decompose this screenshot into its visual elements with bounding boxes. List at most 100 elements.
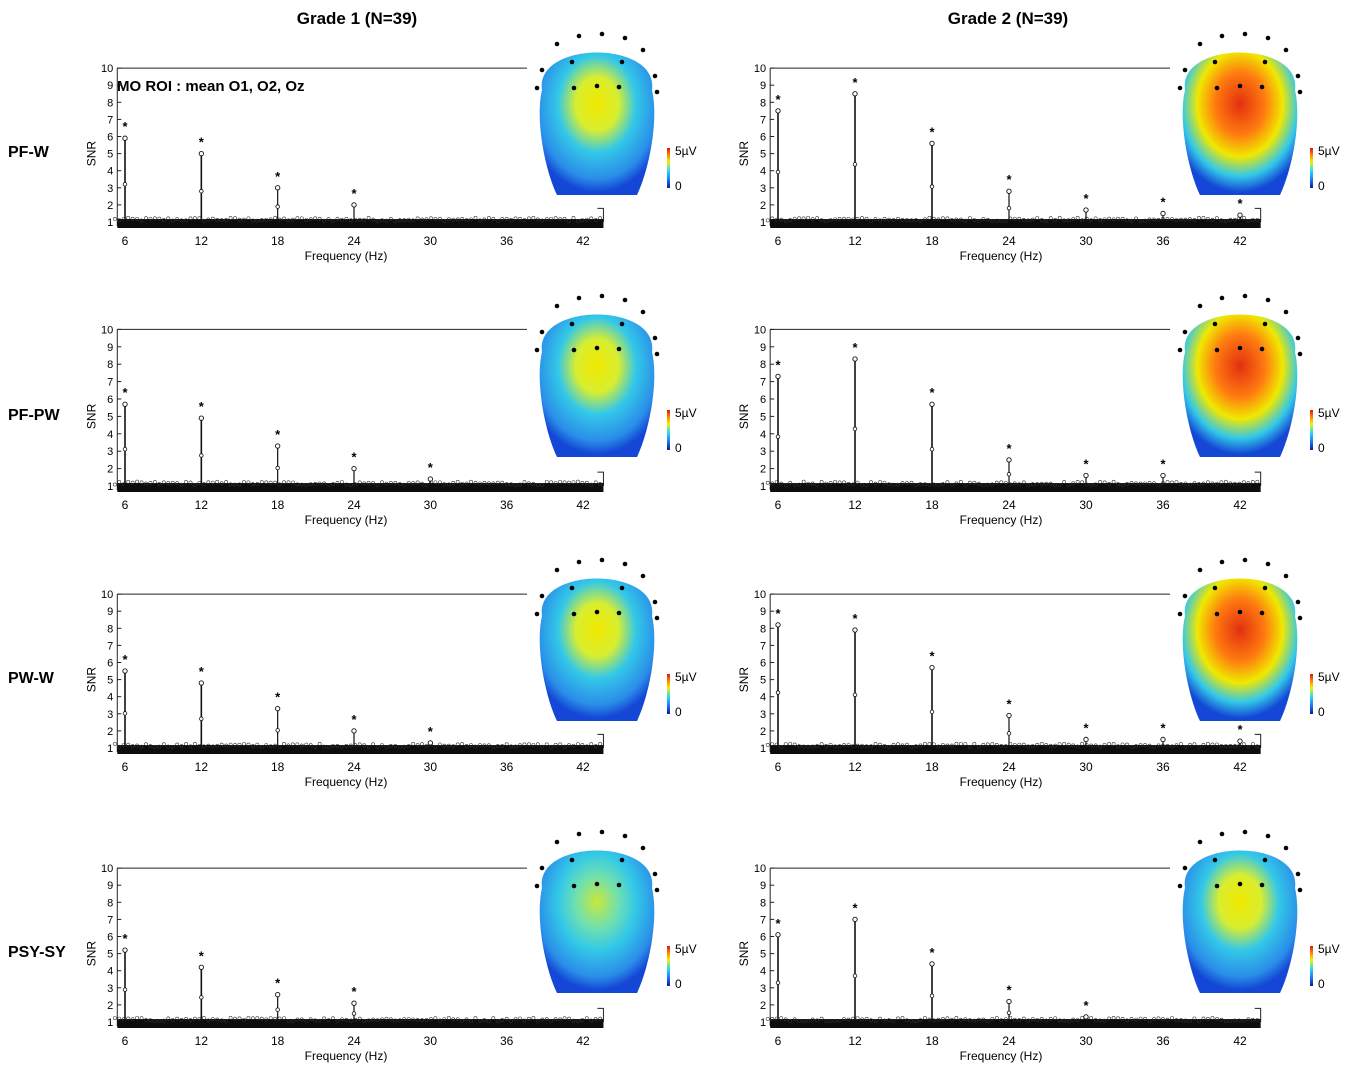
x-tick-label: 18 (271, 234, 285, 248)
noise-point (976, 744, 981, 749)
noise-point (882, 216, 887, 221)
significance-star: * (929, 385, 935, 400)
noise-point (362, 481, 367, 486)
noise-point (936, 482, 941, 487)
noise-point (1026, 218, 1031, 223)
noise-point (282, 741, 286, 746)
noise-point (420, 742, 424, 747)
noise-point (286, 1019, 291, 1024)
noise-point (1129, 1016, 1134, 1021)
noise-point (923, 1016, 927, 1020)
noise-point (139, 1016, 144, 1021)
noise-point (1116, 744, 1120, 749)
noise-point (954, 1015, 959, 1020)
noise-point (130, 1017, 135, 1022)
noise-point (295, 482, 300, 487)
noise-point (259, 1016, 264, 1021)
noise-point (268, 1016, 273, 1021)
peak-marker (775, 622, 781, 628)
y-tick-label: 10 (101, 63, 113, 75)
harmonic-sub-marker (852, 973, 858, 979)
noise-point (130, 744, 135, 749)
y-tick-label: 10 (101, 324, 113, 336)
noise-point (250, 744, 255, 748)
noise-point (509, 482, 514, 487)
noise-point (527, 481, 531, 486)
noise-point (540, 218, 545, 223)
noise-point (411, 741, 416, 746)
head-topomap (1177, 557, 1303, 721)
noise-point (184, 742, 188, 746)
significance-star: * (852, 611, 858, 626)
peak-marker (1083, 207, 1089, 213)
noise-point (144, 1017, 148, 1022)
noise-point (286, 743, 291, 748)
noise-point (455, 217, 460, 222)
noise-point (949, 482, 954, 487)
noise-point (348, 743, 353, 748)
noise-point (455, 479, 460, 484)
y-tick-label: 7 (107, 114, 113, 126)
noise-point (770, 1017, 775, 1021)
noise-point (1197, 744, 1201, 749)
noise-point (161, 480, 166, 485)
noise-point (304, 218, 309, 222)
noise-point (842, 743, 846, 747)
noise-point (478, 218, 482, 223)
noise-point (1071, 481, 1076, 486)
electrode-dot (571, 611, 577, 617)
noise-point (918, 1018, 923, 1023)
noise-point (1215, 1017, 1219, 1021)
noise-point (424, 1018, 429, 1023)
noise-point (1102, 1018, 1107, 1023)
noise-point (869, 1018, 873, 1023)
noise-point (963, 1017, 968, 1022)
electrode-dot (554, 41, 560, 47)
noise-point (1035, 216, 1040, 220)
significance-star: * (1083, 191, 1089, 206)
noise-point (1232, 217, 1237, 222)
noise-point (1197, 482, 1201, 486)
noise-point (366, 745, 371, 750)
x-tick-label: 12 (848, 498, 862, 512)
noise-point (522, 742, 527, 747)
y-tick-label: 9 (760, 606, 766, 618)
noise-point (184, 218, 188, 223)
x-tick-label: 42 (576, 498, 590, 512)
y-tick-label: 8 (760, 359, 766, 371)
noise-point (598, 742, 603, 746)
noise-point (144, 742, 148, 747)
noise-point (1170, 480, 1174, 485)
electrode-dot (534, 85, 540, 91)
noise-point (1156, 743, 1161, 748)
noise-point (783, 1017, 788, 1022)
x-axis-title: Frequency (Hz) (960, 249, 1043, 263)
noise-point (415, 743, 420, 748)
x-axis-title: Frequency (Hz) (960, 775, 1043, 789)
noise-point (576, 742, 580, 747)
noise-point (135, 479, 139, 484)
noise-point (152, 1018, 157, 1023)
noise-point (331, 1016, 335, 1021)
electrode-dot (619, 59, 625, 65)
noise-point (1138, 1016, 1143, 1021)
noise-point (179, 744, 184, 749)
y-tick-label: 7 (107, 914, 113, 926)
right-axis-bracket (1254, 471, 1262, 486)
significance-star: * (1237, 722, 1243, 737)
noise-point (945, 1016, 950, 1021)
y-axis-title: SNR (84, 667, 98, 693)
noise-point (914, 218, 918, 222)
x-tick-label: 18 (925, 1034, 939, 1048)
noise-point (157, 1018, 162, 1023)
y-tick-label: 4 (107, 166, 113, 178)
x-tick-label: 30 (1079, 498, 1093, 512)
y-tick-label: 9 (107, 342, 113, 354)
electrode-dot (1295, 73, 1301, 79)
noise-point (1111, 217, 1116, 222)
electrode-dot (616, 882, 622, 888)
noise-point (558, 217, 563, 222)
noise-point (1156, 483, 1161, 487)
head-shape (1182, 52, 1298, 195)
noise-point (112, 1016, 117, 1021)
